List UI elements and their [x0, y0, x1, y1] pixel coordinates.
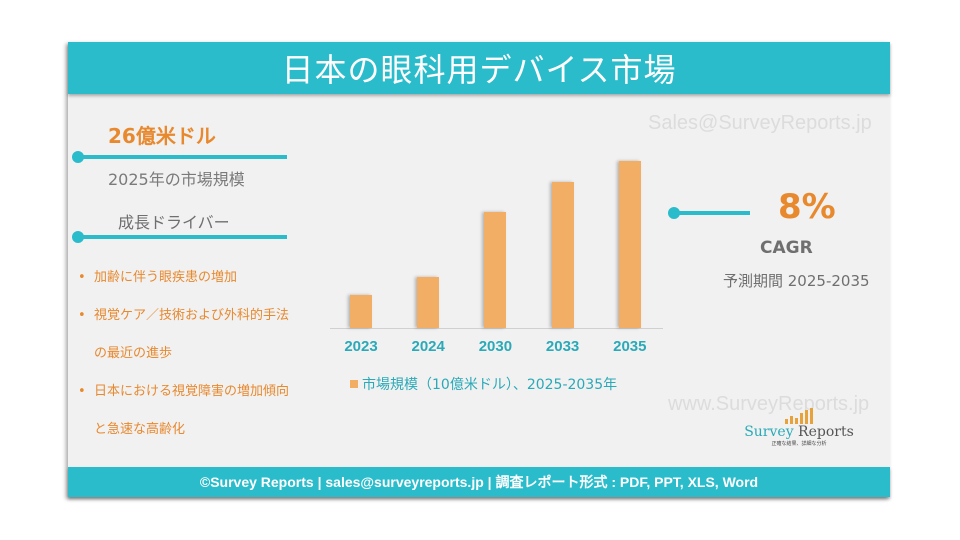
x-tick-label: 2023: [344, 338, 378, 355]
bullet-icon: •: [78, 308, 86, 323]
connector-line: [78, 235, 287, 239]
legend-label: 市場規模（10億米ドル）、2025-2035年: [362, 377, 618, 393]
driver-item: と急速な高齢化: [78, 411, 348, 449]
email-watermark: Sales@SurveyReports.jp: [648, 112, 872, 134]
survey-reports-logo: Survey Reports 正確な結果、詳細な分析: [744, 408, 854, 447]
cagr-value: 8%: [778, 187, 836, 227]
x-tick-label: 2024: [411, 338, 445, 355]
header-banner: 日本の眼科用デバイス市場: [68, 42, 890, 94]
bar-2023: [350, 295, 372, 328]
driver-text: 加齢に伴う眼疾患の増加: [94, 270, 238, 285]
cagr-label: CAGR: [760, 238, 813, 258]
x-axis-line: [330, 328, 663, 329]
x-tick-label: 2033: [545, 338, 580, 355]
driver-item: • 日本における視覚障害の増加傾向: [78, 373, 348, 411]
driver-text: 日本における視覚障害の増加傾向: [94, 384, 290, 399]
driver-item: の最近の進歩: [78, 335, 348, 373]
driver-text: の最近の進歩: [94, 346, 173, 361]
footer-banner: ©Survey Reports | sales@surveyreports.jp…: [68, 467, 890, 497]
driver-text: と急速な高齢化: [94, 422, 186, 437]
bullet-icon: •: [78, 270, 86, 285]
bullet-icon: •: [78, 384, 86, 399]
infographic-frame: 日本の眼科用デバイス市場 26億米ドル 2025年の市場規模 成長ドライバー •…: [68, 42, 890, 497]
driver-text: 視覚ケア／技術および外科的手法: [94, 308, 290, 323]
market-size-label: 2025年の市場規模: [108, 170, 245, 189]
forecast-period: 予測期間 2025-2035: [723, 272, 870, 290]
market-size-value: 26億米ドル: [108, 124, 216, 148]
bar-chart-logo-icon: [744, 408, 854, 424]
website-watermark: www.SurveyReports.jp: [668, 393, 870, 415]
driver-item: • 視覚ケア／技術および外科的手法: [78, 297, 348, 335]
x-tick-label: 2030: [478, 338, 513, 355]
growth-drivers-heading: 成長ドライバー: [118, 213, 230, 232]
bar-2033: [551, 181, 574, 328]
connector-line: [78, 155, 287, 159]
logo-tagline: 正確な結果、詳細な分析: [771, 441, 827, 447]
chart-legend: 市場規模（10億米ドル）、2025-2035年: [350, 374, 617, 394]
footer-text: ©Survey Reports | sales@surveyreports.jp…: [199, 474, 759, 490]
bar-2024: [417, 277, 440, 328]
bar-2030: [484, 211, 507, 328]
legend-swatch-icon: [350, 380, 358, 388]
bar-2035: [618, 161, 641, 328]
page-title: 日本の眼科用デバイス市場: [281, 51, 677, 89]
x-tick-label: 2035: [613, 338, 647, 355]
growth-drivers-list: • 加齢に伴う眼疾患の増加 • 視覚ケア／技術および外科的手法 の最近の進歩 • 日本…: [78, 259, 348, 449]
connector-line: [674, 211, 750, 215]
driver-item: • 加齢に伴う眼疾患の増加: [78, 259, 348, 297]
logo-wordmark: Survey Reports: [744, 424, 854, 440]
